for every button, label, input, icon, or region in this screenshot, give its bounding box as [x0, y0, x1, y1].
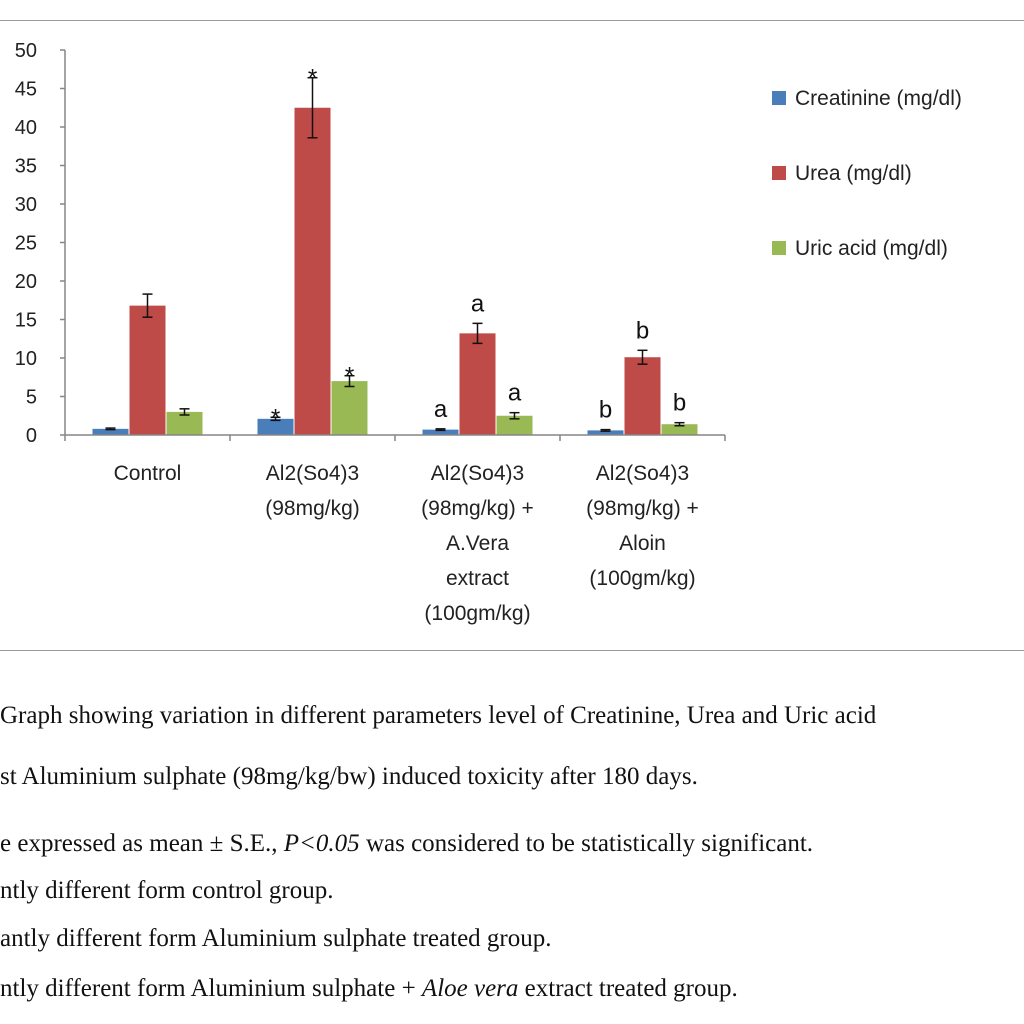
y-tick-label: 0 [26, 425, 37, 447]
bar [661, 424, 698, 435]
x-category-label: Al2(So4)3 (98mg/kg) + A.Vera extract (100gm/… [421, 462, 534, 625]
y-tick-label: 45 [15, 79, 37, 101]
significance-mark: * [345, 363, 354, 390]
bar [92, 428, 129, 435]
significance-mark: b [636, 317, 649, 344]
x-category-label-line: (98mg/kg) [265, 497, 360, 520]
legend-label: Creatinine (mg/dl) [795, 87, 962, 110]
bar [496, 415, 533, 435]
legend-swatch [772, 241, 786, 255]
y-tick-label: 25 [15, 233, 37, 255]
caption-line-5: antly different form Aluminium sulphate … [0, 925, 552, 952]
legend-swatch [772, 166, 786, 180]
caption-line-4: ntly different form control group. [0, 877, 334, 904]
caption-line-6: ntly different form Aluminium sulphate +… [0, 975, 738, 1002]
x-category-label-line: (98mg/kg) + [421, 497, 534, 520]
bar [624, 357, 661, 435]
bar-chart: 0 5 10 15 20 25 30 35 40 45 50 * a b * a b * a b Control Al… [15, 40, 962, 625]
y-axis: 0 5 10 15 20 25 30 35 40 45 50 [15, 40, 66, 447]
caption-line-1: Graph showing variation in different par… [0, 702, 877, 729]
caption-line-2: st Aluminium sulphate (98mg/kg/bw) induc… [0, 763, 698, 790]
x-category-label-line: Al2(So4)3 [596, 462, 689, 485]
bar [129, 305, 166, 435]
x-category-label-line: (100gm/kg) [589, 567, 695, 590]
bar [587, 430, 624, 435]
x-category-label-line: Control [114, 462, 182, 485]
bar [459, 333, 496, 435]
significance-mark: b [599, 397, 612, 424]
x-category-label-line: (100gm/kg) [424, 602, 530, 625]
p-value-text: P<0.05 [283, 830, 360, 857]
x-category-label-line: Al2(So4)3 [431, 462, 524, 485]
x-category-label: Control [114, 462, 182, 485]
y-tick-label: 40 [15, 117, 37, 139]
chart-frame-bottom-border [0, 650, 1024, 651]
significance-mark: b [673, 390, 686, 417]
bar [294, 107, 331, 435]
chart-frame-top-border [0, 20, 1024, 21]
significance-mark: a [434, 396, 448, 423]
y-tick-label: 30 [15, 194, 37, 216]
x-category-label-line: (98mg/kg) + [586, 497, 699, 520]
bar [166, 411, 203, 435]
bar [331, 381, 368, 435]
bar [422, 429, 459, 435]
y-tick-label: 10 [15, 348, 37, 370]
significance-mark: a [508, 380, 522, 407]
bars: * a b * a b * a b [92, 65, 698, 435]
bar [257, 418, 294, 435]
x-category-label-line: A.Vera [446, 532, 509, 555]
legend: Creatinine (mg/dl) Urea (mg/dl) Uric acid … [772, 87, 962, 260]
significance-mark: a [471, 290, 485, 317]
x-category-label-line: extract [446, 567, 509, 590]
significance-mark: * [271, 404, 280, 431]
y-tick-label: 15 [15, 310, 37, 332]
x-category-label-line: Aloin [619, 532, 666, 555]
y-tick-label: 50 [15, 40, 37, 62]
y-tick-label: 5 [26, 387, 37, 409]
x-axis: Control Al2(So4)3 (98mg/kg) Al2(So4)3 (98mg/… [64, 434, 726, 625]
caption-line-3: e expressed as mean ± S.E., P<0.05 was c… [0, 830, 814, 857]
y-tick-label: 35 [15, 156, 37, 178]
legend-label: Urea (mg/dl) [795, 162, 912, 185]
legend-swatch [772, 91, 786, 105]
aloe-vera-text: Aloe vera [421, 975, 519, 1002]
significance-mark: * [308, 65, 317, 92]
x-category-label: Al2(So4)3 (98mg/kg) [265, 462, 360, 520]
x-category-label: Al2(So4)3 (98mg/kg) + Aloin (100gm/kg) [586, 462, 699, 590]
x-category-label-line: Al2(So4)3 [266, 462, 359, 485]
y-tick-label: 20 [15, 271, 37, 293]
legend-label: Uric acid (mg/dl) [795, 237, 948, 260]
